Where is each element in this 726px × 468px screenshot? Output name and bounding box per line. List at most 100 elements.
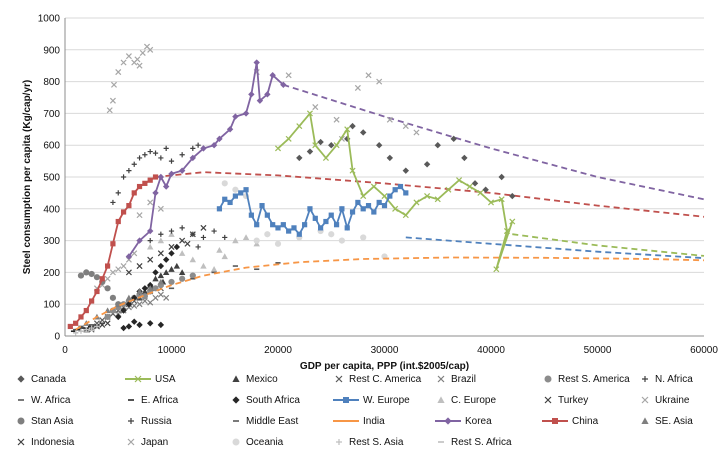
se-asia-point bbox=[136, 288, 143, 295]
legend-marker bbox=[437, 375, 445, 383]
usa-point bbox=[413, 199, 420, 206]
legend-swatch-usa bbox=[125, 375, 151, 383]
y-tick-label: 100 bbox=[43, 300, 60, 311]
legend-swatch-rest-c-america bbox=[335, 375, 343, 383]
rest-s-america-point bbox=[168, 278, 175, 286]
china-point bbox=[99, 276, 105, 282]
japan-point bbox=[120, 59, 127, 66]
russia-point bbox=[179, 225, 185, 231]
oceania-point bbox=[328, 231, 335, 238]
japan-point bbox=[147, 46, 154, 53]
turkey-point bbox=[147, 256, 154, 263]
legend-label: Rest C. America bbox=[349, 373, 422, 385]
usa-point bbox=[434, 196, 441, 203]
y-tick-label: 1000 bbox=[38, 14, 61, 25]
china-point bbox=[126, 203, 132, 209]
japan-point bbox=[136, 62, 143, 69]
legend-swatch-middle-east bbox=[233, 420, 239, 422]
w-europe-point bbox=[339, 206, 345, 212]
canada-point bbox=[386, 154, 394, 162]
c-europe-point bbox=[157, 237, 165, 244]
rest-c-america-point bbox=[99, 317, 106, 324]
w-europe-point bbox=[365, 203, 372, 209]
usa-point bbox=[312, 142, 319, 149]
legend-label: Stan Asia bbox=[31, 415, 74, 427]
legend-item-korea: Korea bbox=[434, 414, 492, 428]
usa-point bbox=[349, 167, 356, 174]
canada-point bbox=[402, 167, 409, 174]
korea-line bbox=[128, 62, 284, 258]
korea-point bbox=[256, 97, 264, 104]
russia-point bbox=[200, 234, 207, 241]
legend-item-south-africa: South Africa bbox=[229, 393, 300, 407]
series-se-asia bbox=[83, 278, 165, 326]
russia-point bbox=[147, 238, 153, 244]
usa-point bbox=[466, 183, 473, 190]
legend-label: China bbox=[572, 415, 599, 427]
russia-point bbox=[158, 231, 164, 237]
legend-label: Turkey bbox=[558, 394, 589, 406]
south-africa-point bbox=[173, 243, 181, 251]
legend-marker bbox=[552, 418, 558, 424]
usa-point bbox=[402, 212, 409, 219]
c-europe-point bbox=[242, 234, 250, 241]
legend-swatch-china bbox=[542, 418, 568, 424]
mexico-point bbox=[152, 275, 159, 282]
legend-swatch-ukraine bbox=[641, 396, 649, 404]
w-europe-point bbox=[286, 228, 292, 234]
turkey-point bbox=[157, 250, 164, 257]
oceania-point bbox=[274, 240, 282, 247]
canada-point bbox=[450, 135, 457, 143]
x-tick-label: 30000 bbox=[371, 345, 399, 356]
legend-swatch-rest-s-africa bbox=[438, 441, 444, 443]
legend-item-ukraine: Ukraine bbox=[638, 393, 689, 407]
legend-label: Ukraine bbox=[655, 394, 690, 406]
ukraine-point bbox=[147, 199, 154, 206]
legend-marker bbox=[128, 418, 134, 424]
india-line bbox=[75, 256, 705, 331]
south-africa-point bbox=[120, 307, 127, 314]
ukraine-point bbox=[104, 275, 111, 282]
japan-point bbox=[106, 107, 113, 114]
legend-item-middle-east: Middle East bbox=[229, 414, 298, 428]
legend-item-oceania: Oceania bbox=[229, 435, 283, 449]
y-tick-label: 700 bbox=[43, 109, 60, 120]
legend-swatch-brazil bbox=[437, 375, 445, 383]
legend-item-rest-s-america: Rest S. America bbox=[541, 372, 630, 386]
japan-point bbox=[402, 123, 409, 130]
n-africa-point bbox=[131, 161, 137, 167]
series-w-europe bbox=[216, 183, 409, 237]
c-europe-point bbox=[178, 250, 186, 256]
china-point bbox=[83, 307, 89, 314]
south-africa-point bbox=[125, 301, 133, 308]
canada-point bbox=[328, 142, 335, 149]
china-projection-line bbox=[155, 171, 705, 218]
legend-item-se-asia: SE. Asia bbox=[638, 414, 693, 428]
legend-marker bbox=[127, 438, 135, 446]
c-europe-point bbox=[210, 266, 218, 272]
china-point bbox=[94, 288, 100, 295]
korea-point bbox=[248, 91, 255, 98]
canada-point bbox=[498, 173, 505, 181]
usa-point bbox=[424, 193, 431, 200]
x-tick-label: 0 bbox=[62, 345, 68, 356]
legend-label: Brazil bbox=[451, 373, 477, 385]
legend-marker bbox=[232, 396, 240, 404]
legend-label: Rest S. America bbox=[558, 373, 630, 385]
w-europe-point bbox=[232, 193, 238, 199]
usa-point bbox=[306, 110, 313, 117]
n-africa-point bbox=[110, 199, 116, 206]
c-europe-point bbox=[232, 237, 239, 244]
usa-point bbox=[333, 142, 340, 149]
usa-point bbox=[509, 218, 516, 225]
legend-swatch-n-africa bbox=[642, 376, 648, 382]
legend-swatch-e-africa bbox=[128, 399, 134, 401]
legend-swatch-w-europe bbox=[333, 397, 359, 403]
n-africa-point bbox=[152, 150, 159, 156]
stan-asia-point bbox=[83, 269, 90, 276]
legend-marker bbox=[232, 438, 240, 446]
canada-point bbox=[349, 122, 356, 130]
legend-swatch-rest-s-america bbox=[544, 375, 552, 383]
n-africa-point bbox=[142, 152, 148, 158]
w-europe-line bbox=[218, 185, 407, 236]
